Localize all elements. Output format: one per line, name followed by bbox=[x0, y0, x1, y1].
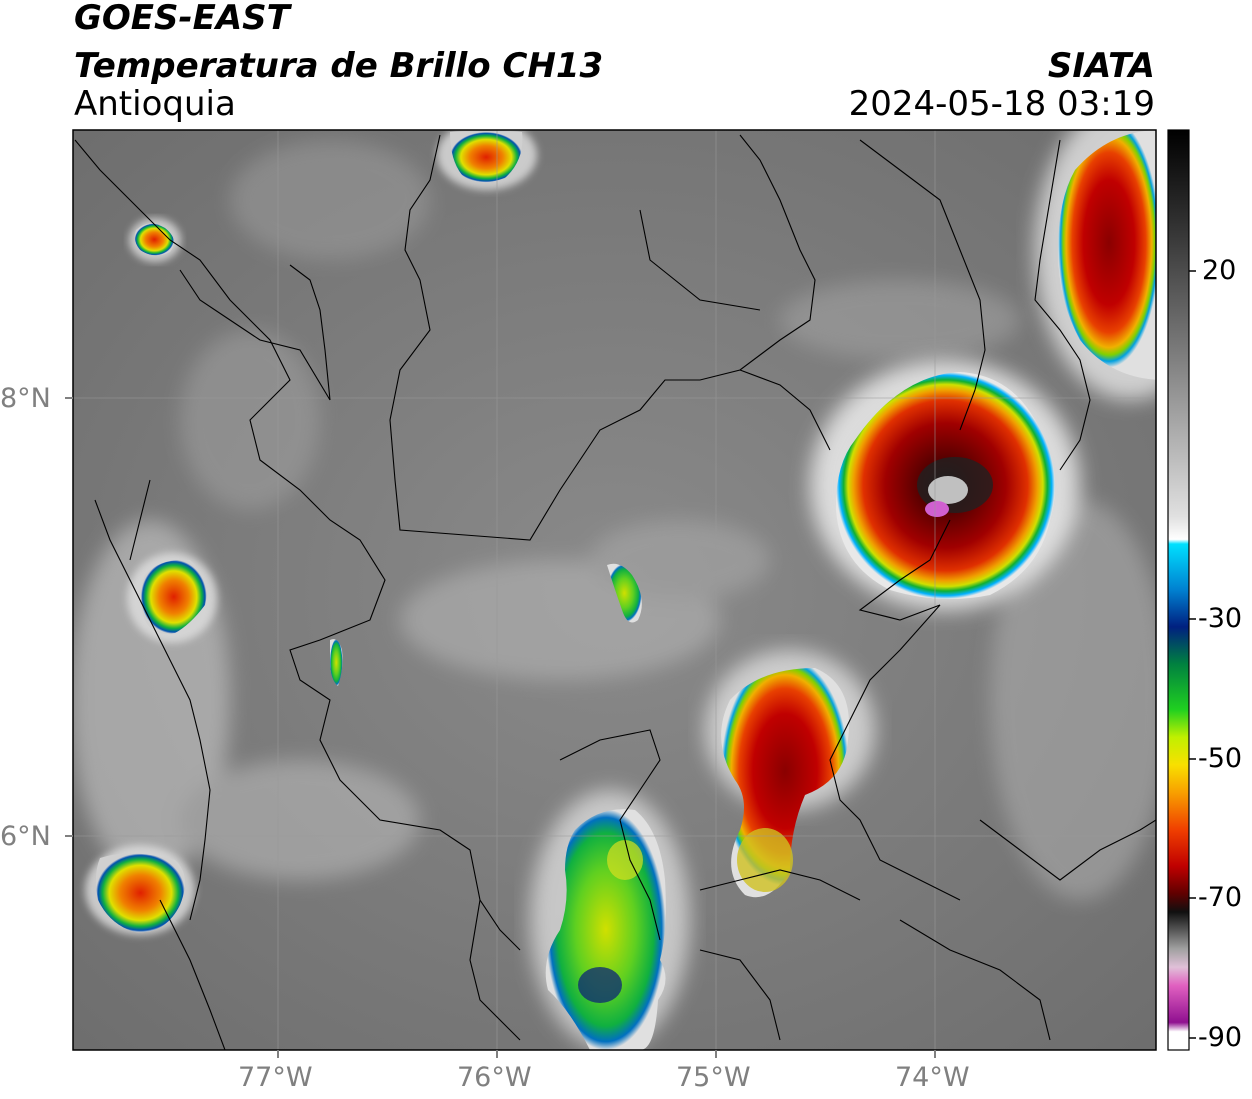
colorbar bbox=[1167, 129, 1196, 1051]
lat-label-6n: 6°N bbox=[0, 821, 51, 852]
storm-cell-top-left bbox=[129, 218, 181, 262]
storm-cell-small-center bbox=[330, 563, 642, 686]
storm-cell-large bbox=[810, 360, 1080, 610]
storm-cell-top-center bbox=[437, 130, 537, 190]
lon-label-76w: 76°W bbox=[457, 1062, 532, 1093]
graticule bbox=[73, 130, 1156, 1050]
storm-cell-left bbox=[127, 553, 217, 643]
product-title: Temperatura de Brillo CH13 bbox=[74, 46, 604, 86]
colorbar-label-20: 20 bbox=[1202, 255, 1237, 286]
map-frame bbox=[72, 129, 1157, 1051]
satellite-title: GOES-EAST bbox=[74, 0, 290, 38]
admin-boundaries bbox=[74, 134, 1156, 1050]
colorbar-label-minus70: -70 bbox=[1198, 882, 1243, 913]
storm-cell-bottom bbox=[530, 790, 690, 1050]
region-label: Antioquia bbox=[74, 84, 236, 124]
colorbar-label-minus90: -90 bbox=[1198, 1022, 1243, 1053]
storm-cell-bottom-left bbox=[85, 845, 195, 935]
lat-label-8n: 8°N bbox=[0, 383, 51, 414]
satellite-image bbox=[73, 130, 1156, 1050]
light-clouds bbox=[73, 140, 1156, 900]
lon-label-77w: 77°W bbox=[238, 1062, 313, 1093]
axis-ticks bbox=[65, 397, 936, 1058]
agency-label: SIATA bbox=[1047, 46, 1155, 86]
storm-cell-right-edge bbox=[1035, 130, 1156, 400]
datetime-label: 2024-05-18 03:19 bbox=[848, 84, 1155, 124]
lon-label-75w: 75°W bbox=[676, 1062, 751, 1093]
colorbar-label-minus30: -30 bbox=[1198, 603, 1243, 634]
lon-label-74w: 74°W bbox=[895, 1062, 970, 1093]
colorbar-label-minus50: -50 bbox=[1198, 743, 1243, 774]
